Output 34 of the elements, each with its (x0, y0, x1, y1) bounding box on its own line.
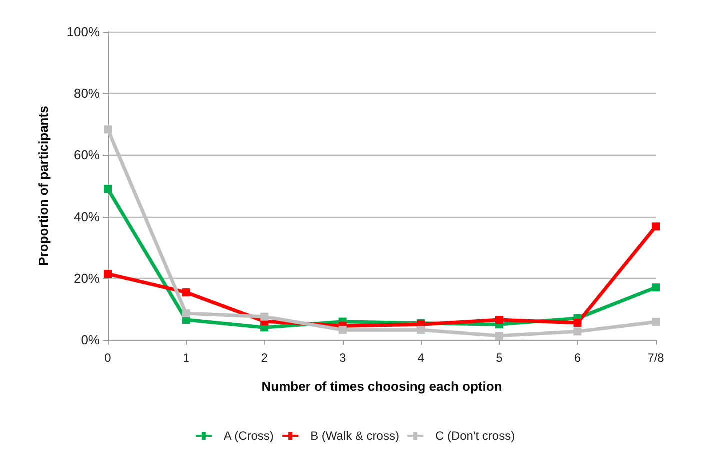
point (574, 319, 582, 328)
legend-label: B (Walk & cross) (310, 429, 400, 443)
point (652, 284, 660, 292)
point (104, 270, 112, 278)
point (652, 222, 660, 231)
point (182, 310, 190, 318)
x-tick-label: 5 (496, 351, 504, 365)
point (417, 326, 426, 334)
y-tick-label: 80% (74, 86, 100, 102)
x-tick-label: 2 (261, 351, 268, 365)
point (652, 318, 660, 326)
x-tick-label: 0 (104, 351, 112, 365)
x-tick-label: 4 (418, 351, 425, 365)
x-tick-label: 7/8 (648, 351, 665, 365)
x-tick-label: 6 (574, 351, 582, 365)
point (574, 328, 582, 336)
point (104, 185, 112, 194)
y-tick-label: 20% (74, 270, 100, 286)
legend-label: C (Don't cross) (435, 429, 516, 443)
point (495, 332, 504, 340)
point (495, 316, 504, 324)
y-tick-label: 100% (66, 24, 100, 40)
point (260, 312, 269, 321)
y-tick-label: 60% (74, 148, 100, 163)
x-axis-title: Number of times choosing each option (262, 379, 502, 394)
point (338, 326, 347, 334)
legend-label: A (Cross) (224, 429, 274, 443)
y-axis-title: Proportion of participants (36, 106, 51, 266)
x-tick-label: 1 (182, 351, 190, 365)
y-tick-label: 0% (81, 332, 100, 348)
x-tick-label: 3 (340, 351, 347, 365)
point (182, 288, 190, 297)
y-tick-label: 40% (74, 209, 100, 224)
point (104, 126, 112, 134)
